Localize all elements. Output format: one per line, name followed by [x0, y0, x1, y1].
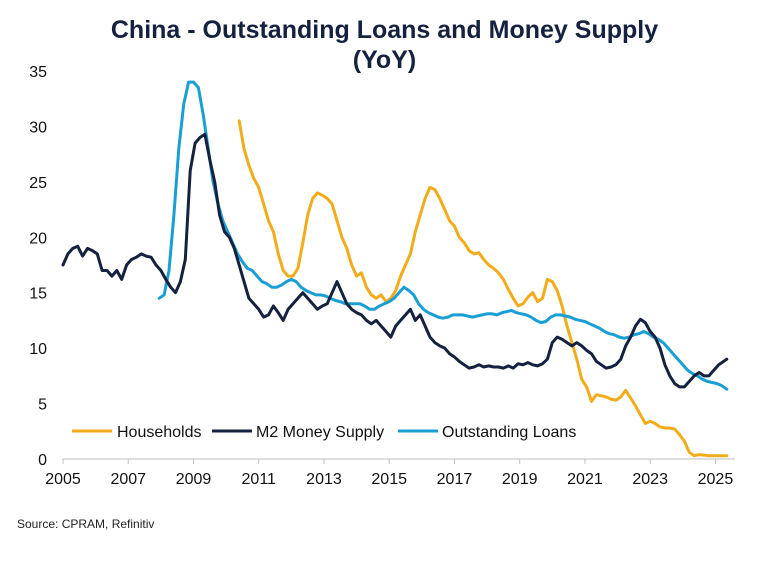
y-tick-label: 20: [29, 230, 47, 247]
source-note: Source: CPRAM, Refinitiv: [17, 517, 155, 531]
legend-label-m2-money-supply: M2 Money Supply: [256, 424, 384, 441]
legend-label-outstanding-loans: Outstanding Loans: [442, 424, 576, 441]
y-tick-label: 25: [29, 175, 47, 192]
x-tick-label: 2011: [242, 471, 277, 488]
y-tick-label: 15: [29, 286, 47, 303]
x-tick-label: 2021: [567, 471, 603, 488]
y-tick-label: 30: [29, 119, 47, 136]
x-tick-label: 2017: [437, 471, 473, 488]
y-tick-label: 35: [29, 64, 47, 81]
x-tick-label: 2013: [306, 471, 342, 488]
y-tick-label: 5: [38, 397, 47, 414]
x-tick-label: 2015: [371, 471, 407, 488]
x-tick-label: 2007: [110, 471, 146, 488]
chart-subtitle: (YoY): [352, 46, 417, 74]
series-line-households: [237, 119, 729, 458]
series-line-outstanding-loans: [157, 80, 729, 391]
chart-title: China - Outstanding Loans and Money Supp…: [110, 16, 659, 44]
x-tick-label: 2019: [502, 471, 538, 488]
y-tick-label: 10: [29, 341, 47, 358]
x-tick-label: 2005: [45, 471, 81, 488]
y-tick-label: 0: [38, 452, 47, 469]
plot-area: [61, 80, 729, 458]
x-tick-label: 2025: [698, 471, 734, 488]
legend-label-households: Households: [117, 424, 202, 441]
x-tick-label: 2023: [632, 471, 668, 488]
x-tick-label: 2009: [176, 471, 212, 488]
chart-legend: Households M2 Money Supply Outstanding Loa…: [72, 424, 576, 441]
series-line-m2-money-supply: [61, 132, 729, 389]
